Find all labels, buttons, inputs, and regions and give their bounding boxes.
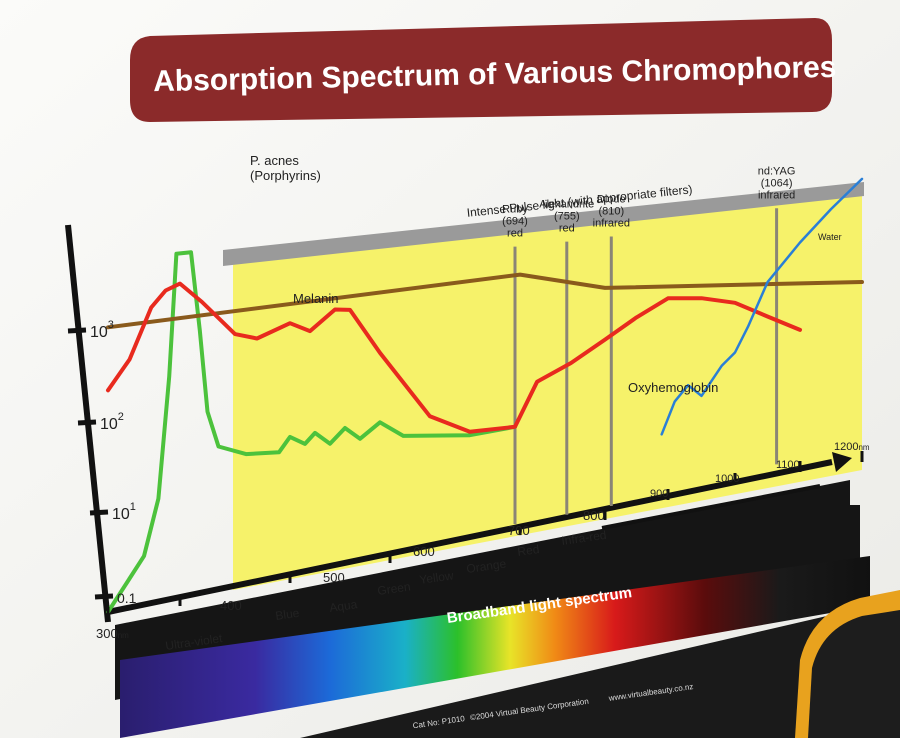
y-tick: [89, 509, 109, 516]
x-tick-label: 800: [583, 508, 605, 523]
x-tick-label: 400: [220, 598, 242, 613]
case-object: [795, 590, 900, 738]
series-line-water: [660, 177, 864, 436]
laser-label: (1064): [761, 177, 793, 189]
laser-lines: [513, 208, 779, 524]
spectrum-band-label: Aqua: [328, 597, 358, 615]
series-line-oxyhemoglobin: [106, 281, 802, 434]
y-tick: [67, 327, 87, 334]
laser-label: infrared: [758, 189, 795, 201]
x-tick-label: 500: [323, 570, 345, 585]
bottom-black-band: [300, 606, 870, 738]
x-tick-label: 1200nm: [834, 441, 870, 453]
series-label-oxyhemoglobin: Oxyhemoglobin: [628, 380, 718, 395]
x-tick-label: 1100: [776, 459, 800, 471]
spectrum-band-label: Green: [376, 579, 411, 598]
spectrum-band-label: Infra-red: [560, 528, 607, 548]
series-label-melanin: Melanin: [293, 291, 339, 306]
laser-label: Alexandrite: [539, 199, 594, 211]
laser-label: Ruby: [502, 204, 528, 216]
ipl-bar: [223, 182, 864, 266]
laser-label: (755): [554, 211, 580, 223]
x-axis: [107, 459, 833, 615]
y-tick-label: 0.1: [117, 590, 137, 606]
laser-label: red: [559, 223, 575, 235]
rainbow-band: [120, 556, 870, 738]
y-tick: [77, 419, 97, 426]
y-tick: [94, 593, 114, 600]
spectrum-band-label: Orange: [465, 556, 507, 575]
laser-label: (810): [598, 205, 624, 217]
series-line-melanin: [106, 272, 864, 330]
series-label-p-acnes: P. acnes: [250, 153, 299, 168]
spectrum-band-label: Red: [516, 542, 540, 559]
series-lines: [106, 177, 864, 614]
x-tick-label: 700: [508, 523, 530, 538]
series-labels: Ruby(694)redAlexandrite(755)redDiode(810…: [250, 153, 842, 395]
laser-label: red: [507, 228, 523, 240]
x-axis-arrow: [832, 452, 852, 472]
title-banner: Absorption Spectrum of Various Chromopho…: [130, 18, 837, 122]
laser-label: infrared: [593, 217, 630, 229]
series-line-p-acnes: [106, 250, 517, 614]
laser-label: nd:YAG: [758, 165, 796, 177]
laser-label: Diode: [597, 193, 626, 205]
spectrum-band-label: Blue: [274, 606, 300, 623]
infrared-arrow-line: [601, 484, 821, 530]
laser-label: (694): [502, 216, 528, 228]
spectrum-band-label: Yellow: [418, 568, 454, 587]
x-tick-label: 900: [650, 488, 668, 500]
x-tick-label: 1000: [715, 473, 739, 485]
x-tick-label: 600: [413, 544, 435, 559]
series-label-p-acnes: (Porphyrins): [250, 168, 321, 183]
series-label-water: Water: [818, 232, 842, 242]
